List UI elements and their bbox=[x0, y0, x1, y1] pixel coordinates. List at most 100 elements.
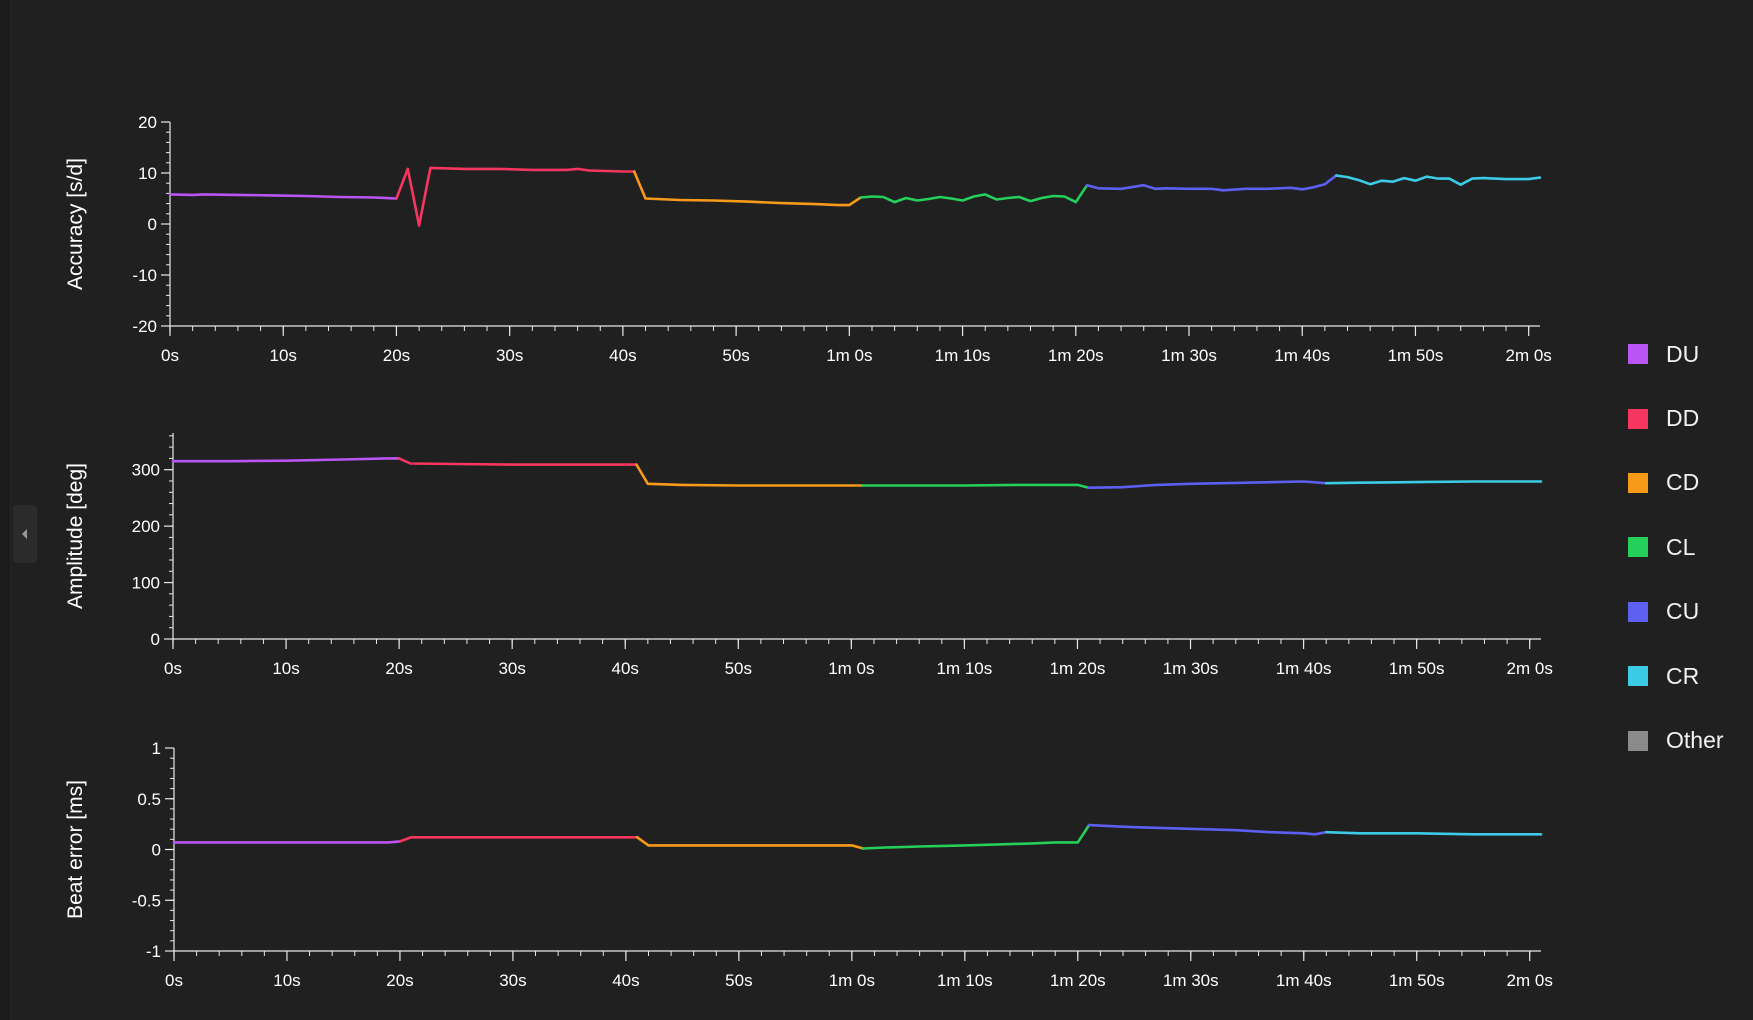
x-tick-label: 10s bbox=[273, 971, 300, 990]
chart-amplitude: 0 100 200 300 0s 10s 20s 30s 40s 50s 1m 0s 1m 10s 1m… bbox=[64, 433, 1553, 678]
series-line-cr bbox=[1334, 174, 1542, 186]
x-tick-label: 0s bbox=[165, 971, 183, 990]
x-tick-label: 1m 40s bbox=[1274, 346, 1330, 365]
x-tick-label: 1m 50s bbox=[1388, 346, 1444, 365]
x-tick-label: 50s bbox=[725, 659, 752, 678]
x-tick-label: 50s bbox=[722, 346, 749, 365]
x-tick-label: 1m 30s bbox=[1163, 971, 1219, 990]
legend-item-cu[interactable]: CU bbox=[1628, 580, 1724, 644]
legend-label: CD bbox=[1666, 469, 1700, 496]
series-line-dd bbox=[395, 166, 636, 227]
legend-label: CL bbox=[1666, 533, 1696, 560]
y-tick-label: 0.5 bbox=[137, 790, 161, 809]
legend-swatch bbox=[1628, 601, 1648, 622]
x-tick-label: 20s bbox=[385, 659, 412, 678]
x-tick-label: 2m 0s bbox=[1506, 346, 1552, 365]
legend-label: DD bbox=[1666, 405, 1700, 432]
series-line-du bbox=[171, 457, 401, 463]
x-tick-label: 1m 30s bbox=[1163, 659, 1219, 678]
series-line-cd bbox=[635, 835, 865, 850]
series-line-cu bbox=[1085, 174, 1338, 192]
chevron-left-icon bbox=[22, 529, 27, 539]
collapse-panel-button[interactable] bbox=[13, 505, 37, 563]
legend-label: CR bbox=[1666, 662, 1700, 689]
x-tick-label: 40s bbox=[612, 971, 639, 990]
y-tick-label: 20 bbox=[138, 113, 157, 132]
series-line-du bbox=[168, 193, 398, 200]
y-tick-label: 0 bbox=[148, 215, 157, 234]
legend-swatch bbox=[1628, 537, 1648, 558]
series-legend: DU DD CD CL CU CR Other bbox=[1628, 322, 1724, 773]
x-tick-label: 2m 0s bbox=[1507, 659, 1553, 678]
x-tick-label: 1m 40s bbox=[1276, 659, 1332, 678]
x-tick-label: 1m 20s bbox=[1050, 971, 1106, 990]
legend-item-cd[interactable]: CD bbox=[1628, 451, 1724, 515]
x-tick-label: 10s bbox=[272, 659, 299, 678]
y-axis-label: Amplitude [deg] bbox=[64, 463, 87, 609]
x-tick-label: 1m 20s bbox=[1048, 346, 1104, 365]
x-tick-label: 1m 20s bbox=[1050, 659, 1106, 678]
x-tick-label: 1m 0s bbox=[829, 971, 875, 990]
legend-swatch bbox=[1628, 408, 1648, 429]
legend-item-du[interactable]: DU bbox=[1628, 322, 1724, 386]
y-axis-label: Beat error [ms] bbox=[64, 780, 87, 919]
series-line-cr bbox=[1325, 830, 1543, 836]
legend-item-cl[interactable]: CL bbox=[1628, 515, 1724, 579]
series-line-du bbox=[172, 840, 402, 844]
x-tick-label: 40s bbox=[612, 659, 639, 678]
x-tick-label: 20s bbox=[386, 971, 413, 990]
x-tick-label: 30s bbox=[496, 346, 523, 365]
y-tick-label: -1 bbox=[146, 942, 161, 961]
y-tick-label: 0 bbox=[152, 841, 161, 860]
legend-swatch bbox=[1628, 344, 1648, 365]
series-line-cd bbox=[632, 170, 863, 207]
x-tick-label: 30s bbox=[498, 659, 525, 678]
legend-swatch bbox=[1628, 472, 1648, 493]
series-line-cu bbox=[1087, 480, 1328, 490]
x-tick-label: 1m 30s bbox=[1161, 346, 1217, 365]
x-tick-label: 2m 0s bbox=[1507, 971, 1553, 990]
legend-item-other[interactable]: Other bbox=[1628, 708, 1724, 772]
y-tick-label: 0 bbox=[151, 630, 160, 649]
y-tick-label: 200 bbox=[132, 517, 160, 536]
legend-swatch bbox=[1628, 730, 1648, 751]
x-tick-label: 1m 10s bbox=[937, 971, 993, 990]
series-line-dd bbox=[398, 835, 639, 843]
x-tick-label: 20s bbox=[383, 346, 410, 365]
x-tick-label: 10s bbox=[270, 346, 297, 365]
x-tick-label: 1m 0s bbox=[828, 659, 874, 678]
legend-label: Other bbox=[1666, 727, 1724, 754]
series-line-cl bbox=[861, 483, 1091, 490]
x-tick-label: 50s bbox=[725, 971, 752, 990]
y-tick-label: 1 bbox=[152, 739, 161, 758]
x-tick-label: 40s bbox=[609, 346, 636, 365]
legend-label: DU bbox=[1666, 340, 1700, 367]
chart-accuracy: -20 -10 0 10 20 0s 10s 20s 30s 40s 50s 1m 0s 1m 10s 1… bbox=[64, 113, 1552, 365]
series-line-cu bbox=[1087, 823, 1328, 836]
series-line-cl bbox=[861, 823, 1091, 850]
legend-swatch bbox=[1628, 666, 1648, 687]
y-axis-label: Accuracy [s/d] bbox=[64, 158, 87, 290]
x-tick-label: 1m 50s bbox=[1389, 971, 1445, 990]
series-line-dd bbox=[397, 457, 638, 466]
x-tick-label: 1m 0s bbox=[826, 346, 872, 365]
x-tick-label: 1m 50s bbox=[1389, 659, 1445, 678]
y-tick-label: 300 bbox=[132, 461, 160, 480]
series-line-cd bbox=[635, 463, 865, 487]
x-tick-label: 1m 10s bbox=[937, 659, 993, 678]
left-panel-edge bbox=[0, 0, 11, 1020]
legend-item-dd[interactable]: DD bbox=[1628, 386, 1724, 450]
y-tick-label: 10 bbox=[138, 164, 157, 183]
x-tick-label: 1m 10s bbox=[935, 346, 991, 365]
legend-item-cr[interactable]: CR bbox=[1628, 644, 1724, 708]
x-tick-label: 0s bbox=[161, 346, 179, 365]
y-tick-label: -0.5 bbox=[132, 891, 161, 910]
legend-label: CU bbox=[1666, 598, 1700, 625]
x-tick-label: 30s bbox=[499, 971, 526, 990]
series-line-cr bbox=[1324, 480, 1543, 485]
y-tick-label: -20 bbox=[132, 317, 157, 336]
x-tick-label: 1m 40s bbox=[1276, 971, 1332, 990]
series-line-cl bbox=[859, 183, 1089, 204]
